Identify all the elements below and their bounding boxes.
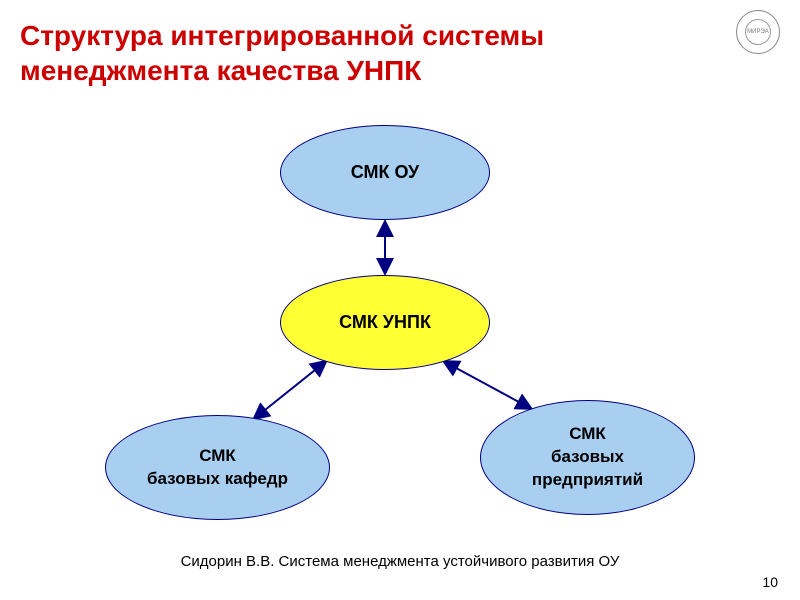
seal-stamp: МИРЭА	[736, 10, 780, 54]
diagram-area: СМК ОУ СМК УНПК СМК базовых кафедр СМК б…	[0, 105, 800, 535]
node-bl-line2: базовых кафедр	[147, 468, 288, 491]
edge-center-bl	[255, 362, 325, 418]
node-center-label: СМК УНПК	[339, 312, 431, 333]
node-br-line3: предприятий	[532, 469, 643, 492]
edge-center-br	[445, 362, 530, 408]
node-bl-line1: СМК	[147, 445, 288, 468]
node-center: СМК УНПК	[280, 275, 490, 370]
slide-title: Структура интегрированной системы менедж…	[20, 18, 640, 88]
node-bottom-left: СМК базовых кафедр	[105, 415, 330, 520]
node-top: СМК ОУ	[280, 125, 490, 220]
node-br-line2: базовых	[532, 446, 643, 469]
seal-text: МИРЭА	[745, 19, 771, 45]
page-number: 10	[762, 574, 778, 590]
footer-text: Сидорин В.В. Система менеджмента устойчи…	[0, 553, 800, 570]
node-top-label: СМК ОУ	[351, 162, 420, 183]
node-bottom-right: СМК базовых предприятий	[480, 400, 695, 515]
node-br-line1: СМК	[532, 423, 643, 446]
